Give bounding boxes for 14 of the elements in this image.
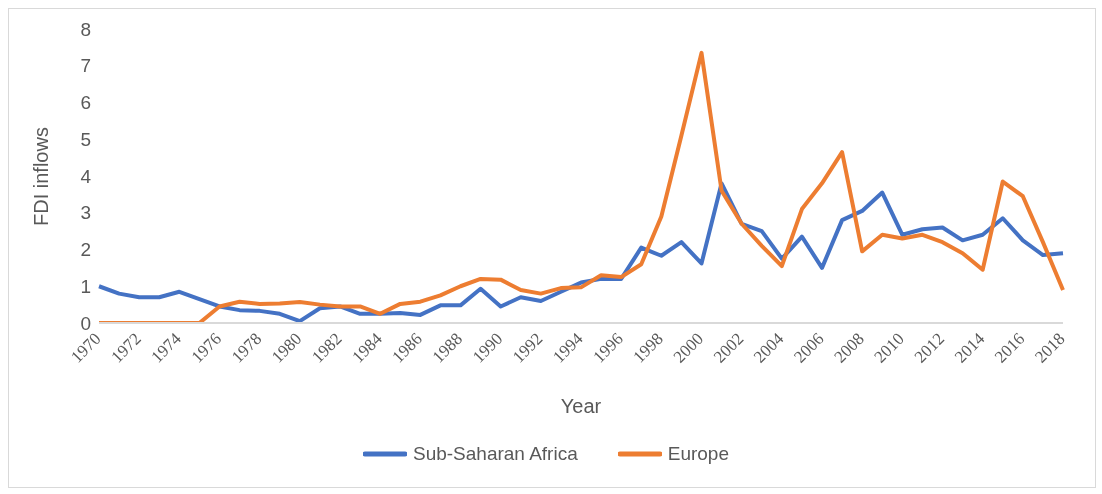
y-axis-title: FDI inflows — [30, 127, 53, 226]
y-tick-label: 6 — [80, 92, 91, 114]
y-tick-label: 4 — [80, 165, 92, 187]
legend-label: Sub-Saharan Africa — [411, 443, 578, 465]
legend-label: Europe — [666, 443, 730, 465]
y-tick-label: 5 — [80, 128, 91, 150]
y-tick-label: 7 — [80, 55, 91, 77]
line-series — [97, 50, 1065, 323]
y-tick-label: 3 — [80, 202, 91, 224]
y-tick-label: 8 — [80, 18, 91, 40]
x-axis-title: Year — [560, 395, 602, 417]
y-tick-label: 2 — [80, 239, 91, 261]
y-tick-label: 1 — [80, 275, 91, 297]
y-tick-label: 0 — [80, 312, 91, 334]
